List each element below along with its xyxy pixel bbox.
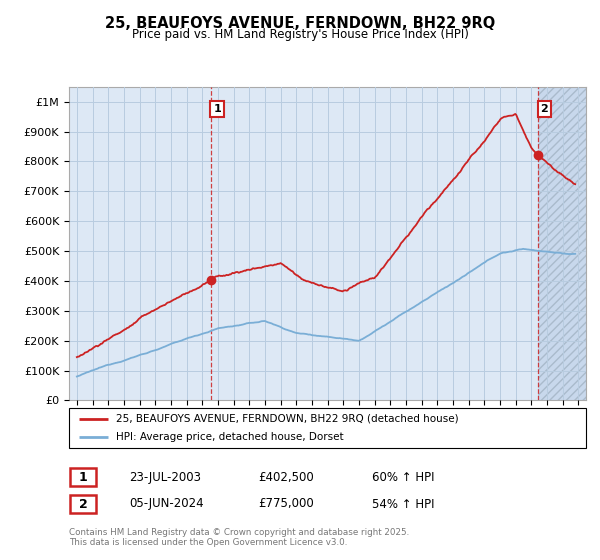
Text: HPI: Average price, detached house, Dorset: HPI: Average price, detached house, Dors… [116, 432, 343, 442]
Text: 2: 2 [540, 104, 548, 114]
Text: 1: 1 [213, 104, 221, 114]
Text: 25, BEAUFOYS AVENUE, FERNDOWN, BH22 9RQ (detached house): 25, BEAUFOYS AVENUE, FERNDOWN, BH22 9RQ … [116, 414, 458, 423]
FancyBboxPatch shape [69, 408, 586, 448]
Text: 60% ↑ HPI: 60% ↑ HPI [372, 470, 434, 484]
Bar [538, 87, 586, 400]
FancyBboxPatch shape [70, 468, 97, 486]
Text: Contains HM Land Registry data © Crown copyright and database right 2025.
This d: Contains HM Land Registry data © Crown c… [69, 528, 409, 547]
Text: 54% ↑ HPI: 54% ↑ HPI [372, 497, 434, 511]
Text: £775,000: £775,000 [258, 497, 314, 511]
Text: 25, BEAUFOYS AVENUE, FERNDOWN, BH22 9RQ: 25, BEAUFOYS AVENUE, FERNDOWN, BH22 9RQ [105, 16, 495, 31]
Text: Price paid vs. HM Land Registry's House Price Index (HPI): Price paid vs. HM Land Registry's House … [131, 28, 469, 41]
Text: 05-JUN-2024: 05-JUN-2024 [129, 497, 203, 511]
FancyBboxPatch shape [70, 495, 97, 513]
Text: 2: 2 [79, 497, 88, 511]
Text: £402,500: £402,500 [258, 470, 314, 484]
Text: 1: 1 [79, 470, 88, 484]
Text: 23-JUL-2003: 23-JUL-2003 [129, 470, 201, 484]
